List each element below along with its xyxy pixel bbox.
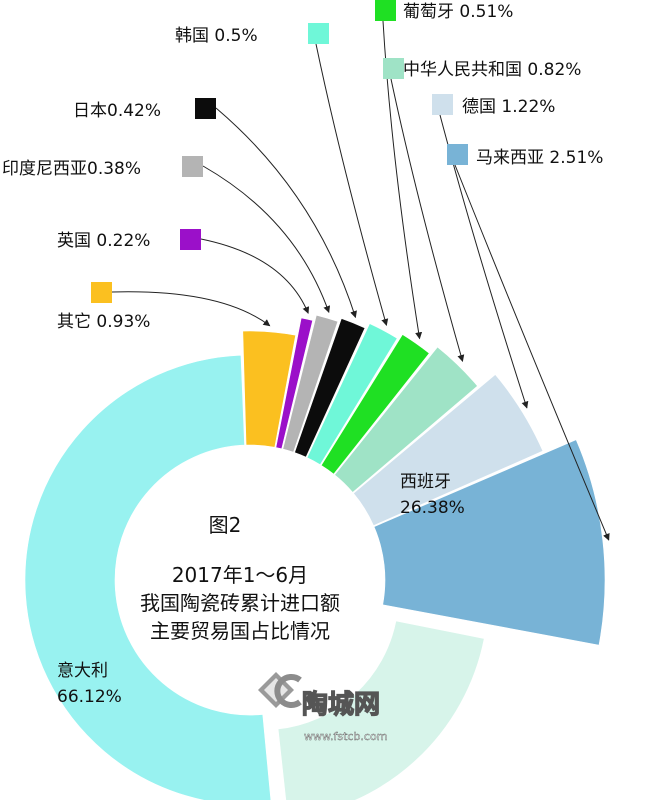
slice-e697a5e69cac: [294, 318, 366, 458]
label-8-leader-line: [202, 165, 331, 314]
slice-labels: 马来西亚 2.51% 德国 1.22% 中华人民共和国 0.82% 葡萄牙 0.51%…: [2, 0, 603, 707]
label-9-swatch-icon: [180, 229, 201, 250]
label-2-text: 马来西亚 2.51%: [476, 148, 603, 168]
label-4-swatch-icon: [383, 58, 404, 79]
subtitle-line-1: 2017年1～6月: [172, 563, 308, 587]
watermark-url: www.fstcb.com: [304, 730, 387, 743]
watermark: 陶城网 www.fstcb.com: [258, 672, 388, 743]
slice-e99fa9e59bbd: [306, 323, 398, 466]
slice-e6848fe5a4a7e588a9: [24, 354, 272, 800]
slice-e9a9ace69da5e8a5bfe4ba9a: [373, 439, 606, 646]
label-5-swatch-icon: [375, 0, 396, 21]
label-6-leader-line: [315, 43, 389, 326]
slice-e8a5bfe78fade78999: [277, 620, 485, 800]
slice-e891a1e89084e78999: [320, 334, 430, 475]
label-6-swatch-icon: [308, 23, 329, 44]
label-9-text: 英国 0.22%: [57, 231, 150, 251]
label-3-text: 德国 1.22%: [462, 97, 555, 117]
label-3-swatch-icon: [432, 94, 453, 115]
label-2-swatch-icon: [447, 144, 468, 165]
watermark-brand: 陶城网: [302, 690, 380, 720]
label-2-leader-line: [454, 164, 610, 541]
label-10-text: 其它 0.93%: [57, 312, 150, 332]
slices-layer: [24, 314, 606, 800]
watermark-logo-icon: [258, 672, 302, 708]
label-10-leader-line: [111, 291, 271, 327]
label-0-name: 意大利: [57, 661, 108, 681]
label-0-value: 66.12%: [57, 687, 122, 707]
label-7-leader-line: [215, 107, 357, 319]
label-4-leader-line: [390, 78, 465, 362]
center-caption: 图2 2017年1～6月 我国陶瓷砖累计进口额 主要贸易国占比情况: [140, 513, 340, 643]
label-8-text: 印度尼西亚0.38%: [2, 159, 141, 179]
slice-e4b8ade58d8ee4babae6b091: [334, 346, 478, 493]
subtitle-line-3: 主要贸易国占比情况: [150, 619, 330, 643]
label-1-value: 26.38%: [400, 498, 465, 518]
slice-e58db0e5baa6e5b0bce8a5bf: [282, 314, 339, 453]
label-8-swatch-icon: [182, 156, 203, 177]
label-4-text: 中华人民共和国 0.82%: [403, 60, 581, 80]
slice-e5beb7e59bbd: [353, 374, 544, 526]
label-7-text: 日本0.42%: [73, 101, 161, 121]
label-7-swatch-icon: [195, 98, 216, 119]
slice-e585b6e5ae83: [242, 330, 296, 448]
label-6-text: 韩国 0.5%: [175, 26, 258, 46]
label-10-swatch-icon: [91, 282, 112, 303]
chart-title: 图2: [209, 513, 242, 537]
subtitle-line-2: 我国陶瓷砖累计进口额: [140, 591, 340, 615]
slice-e88bb1e59bbd: [275, 317, 314, 450]
label-5-text: 葡萄牙 0.51%: [403, 2, 513, 22]
label-1-name: 西班牙: [400, 472, 451, 492]
label-9-leader-line: [200, 238, 310, 314]
label-5-leader-line: [382, 20, 423, 340]
